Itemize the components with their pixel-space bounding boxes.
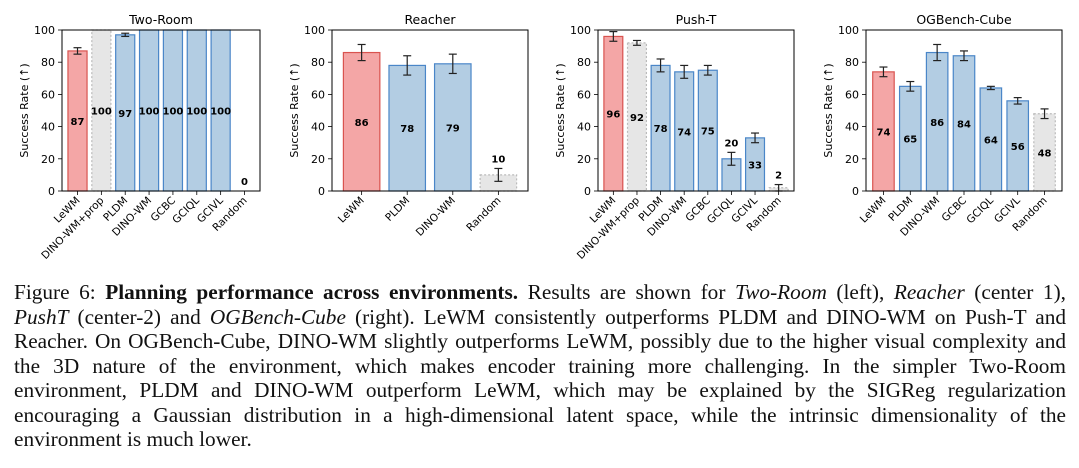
caption-emphasis: OGBench-Cube: [209, 304, 346, 329]
bar: [388, 64, 427, 192]
axes-frame: [331, 29, 529, 192]
caption-text: (center-2) and: [68, 304, 210, 329]
y-tick-label: 60: [845, 88, 859, 101]
caption-emphasis: Two-Room: [734, 280, 827, 304]
bar-value-label: 87: [71, 117, 85, 128]
y-tick-label: 40: [41, 121, 55, 134]
y-axis-label: Success Rate (↑): [554, 63, 567, 157]
y-tick-label: 20: [845, 153, 859, 166]
y-tick-label: 60: [41, 88, 55, 101]
chart-title: Push-T: [676, 12, 717, 27]
axes-frame: [597, 29, 795, 192]
chart-title: Reacher: [404, 12, 456, 27]
y-tick-label: 100: [34, 24, 55, 37]
bar-value-label: 10: [491, 154, 505, 165]
y-tick-label: 40: [577, 121, 591, 134]
y-axis-label: Success Rate (↑): [288, 63, 301, 157]
y-tick-label: 40: [311, 121, 325, 134]
chart-panel: Reacher Success Rate (↑) 0 20 40 60 80 100 86 LeW…: [288, 12, 529, 239]
bar-value-label: 100: [210, 107, 231, 118]
bar: [479, 174, 518, 192]
bar-value-label: 2: [775, 171, 782, 182]
caption-emphasis: Reacher: [893, 280, 965, 304]
caption-title: Planning performance across environments…: [105, 280, 519, 304]
y-tick-label: 80: [845, 56, 859, 69]
bar-value-label: 100: [139, 107, 160, 118]
y-tick-label: 40: [845, 121, 859, 134]
x-tick-label: GCIQL: [964, 195, 996, 227]
y-tick-label: 0: [318, 185, 325, 198]
bar-value-label: 74: [677, 127, 691, 138]
x-tick-label: GCIQL: [170, 195, 202, 227]
bar-value-label: 65: [903, 135, 917, 146]
y-tick-label: 20: [577, 153, 591, 166]
y-tick-label: 20: [41, 153, 55, 166]
y-tick-label: 80: [41, 56, 55, 69]
x-tick-label: GCIQL: [705, 195, 737, 227]
bar-value-label: 100: [91, 107, 112, 118]
caption-text: Results are shown for: [518, 280, 735, 304]
bar-value-label: 78: [400, 124, 414, 135]
chart-panel: OGBench-Cube Success Rate (↑) 0 20 40 60 80 100…: [822, 12, 1063, 239]
y-tick-label: 100: [304, 24, 325, 37]
x-tick-label: GCBC: [940, 195, 970, 225]
bar-value-label: 97: [118, 109, 132, 120]
bar-value-label: 100: [162, 107, 183, 118]
y-tick-label: 0: [584, 185, 591, 198]
y-tick-label: 100: [570, 24, 591, 37]
x-tick-label: LeWM: [336, 195, 367, 226]
caption-body: Results are shown for Two-Room (left), R…: [14, 280, 1066, 451]
caption-text: (left),: [826, 280, 894, 304]
caption-label: Figure 6:: [14, 280, 96, 304]
bar-value-label: 78: [654, 124, 668, 135]
bar-value-label: 92: [630, 113, 644, 124]
y-axis-label: Success Rate (↑): [822, 63, 835, 157]
y-tick-label: 60: [577, 88, 591, 101]
caption-text: (right). LeWM consistently outperforms P…: [14, 304, 1066, 452]
bar-value-label: 86: [355, 118, 369, 129]
chart-title: OGBench-Cube: [916, 12, 1012, 27]
x-tick-label: PLDM: [383, 195, 412, 224]
bar: [433, 63, 472, 192]
bar-value-label: 48: [1038, 148, 1052, 159]
bar-value-label: 86: [930, 118, 944, 129]
y-tick-label: 100: [838, 24, 859, 37]
caption-emphasis: PushT: [14, 304, 69, 329]
y-axis-label: Success Rate (↑): [18, 63, 31, 157]
axes-frame: [865, 29, 1063, 192]
figure-caption: Figure 6: Planning performance across en…: [14, 280, 1066, 452]
y-tick-label: 0: [48, 185, 55, 198]
axes-frame: [61, 29, 261, 192]
bar-value-label: 96: [606, 110, 620, 121]
bar-value-label: 33: [748, 160, 762, 171]
bar-value-label: 64: [984, 135, 998, 146]
x-tick-label: Random: [464, 195, 503, 234]
bar-value-label: 100: [186, 107, 207, 118]
bar-value-label: 74: [876, 127, 890, 138]
y-tick-label: 80: [311, 56, 325, 69]
caption-text: (center 1),: [964, 280, 1066, 304]
bar-value-label: 79: [446, 123, 460, 134]
bar-value-label: 84: [957, 119, 971, 130]
bar-value-label: 75: [701, 127, 715, 138]
chart-title: Two-Room: [128, 12, 193, 27]
x-tick-label: LeWM: [858, 195, 889, 226]
y-tick-label: 60: [311, 88, 325, 101]
bar-value-label: 0: [241, 177, 248, 188]
bar-value-label: 56: [1011, 142, 1025, 153]
y-tick-label: 0: [852, 185, 859, 198]
x-tick-label: DINO-WM: [414, 195, 458, 239]
y-tick-label: 80: [577, 56, 591, 69]
y-tick-label: 20: [311, 153, 325, 166]
bar-value-label: 20: [724, 138, 738, 149]
